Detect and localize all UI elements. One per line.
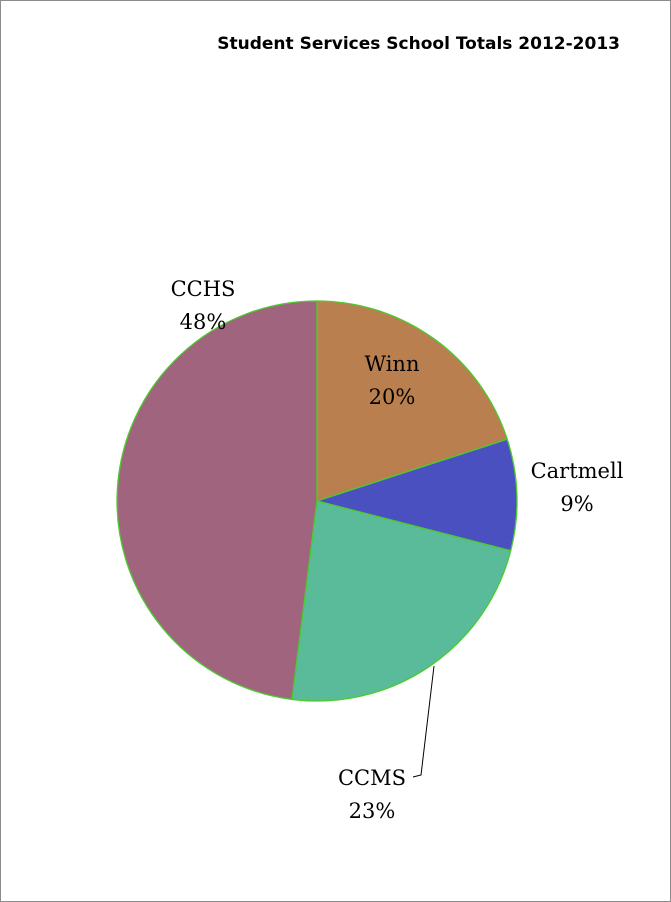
pie-slices bbox=[116, 300, 518, 702]
slice-label-cchs: CCHS bbox=[171, 277, 236, 301]
slice-label-winn: Winn bbox=[365, 352, 420, 376]
chart-title: Student Services School Totals 2012-2013 bbox=[217, 34, 620, 54]
pie-slice-winn bbox=[316, 300, 509, 502]
slice-percent-ccms: 23% bbox=[349, 799, 396, 823]
leader-line-ccms bbox=[412, 665, 435, 778]
leader-lines bbox=[412, 665, 435, 778]
slice-labels: Winn 20% Cartmell 9% CCMS 23% CCHS 48% bbox=[171, 277, 624, 823]
slice-percent-winn: 20% bbox=[369, 385, 416, 409]
pie-slice-cchs bbox=[116, 300, 318, 701]
slice-label-cartmell: Cartmell bbox=[531, 459, 624, 483]
slice-percent-cchs: 48% bbox=[180, 310, 227, 334]
pie-slice-ccms bbox=[291, 500, 512, 702]
slice-percent-cartmell: 9% bbox=[560, 492, 593, 516]
slice-label-ccms: CCMS bbox=[338, 766, 406, 790]
pie-slice-cartmell bbox=[314, 438, 518, 552]
